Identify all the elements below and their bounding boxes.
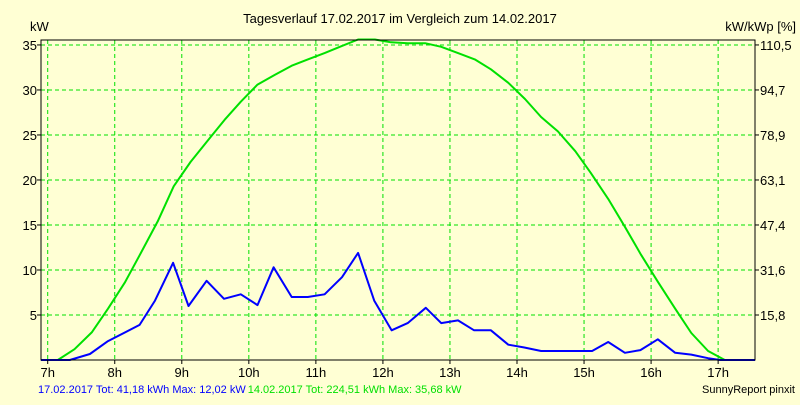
- x-tick-label: 15h: [573, 365, 595, 380]
- series-line-17.02.2017: [41, 251, 755, 361]
- y-right-tick-label: 47,4: [760, 218, 785, 233]
- x-tick-label: 11h: [306, 365, 327, 380]
- y-right-tick-label: 94,7: [760, 83, 785, 98]
- y-axis-label: kW: [30, 19, 50, 34]
- y-tick-label: 20: [23, 173, 37, 188]
- grid: [41, 40, 755, 360]
- y-right-tick-label: 31,6: [760, 263, 785, 278]
- y-right-tick-label: 110,5: [760, 38, 792, 53]
- credit: SunnyReport pinxit: [702, 384, 795, 396]
- x-tick-label: 17h: [707, 365, 729, 380]
- y-tick-label: 10: [23, 263, 37, 278]
- x-tick-label: 8h: [108, 365, 122, 380]
- x-tick-label: 12h: [372, 365, 394, 380]
- tick-labels: 7h 8h 9h 10h 11h 12h 13h 14h 15h 16h 17h 5 15,8 10 31,…: [23, 38, 792, 380]
- chart-title: Tagesverlauf 17.02.2017 im Vergleich zum…: [243, 11, 557, 26]
- series-line-14.02.2017: [41, 38, 755, 361]
- x-tick-label: 16h: [640, 365, 662, 380]
- y-right-tick-label: 78,9: [760, 128, 785, 143]
- x-tick-label: 14h: [506, 365, 528, 380]
- plot-frame: [40, 39, 756, 361]
- y-tick-label: 30: [23, 83, 37, 98]
- x-tick-label: 13h: [439, 365, 461, 380]
- legend-text-1: 17.02.2017 Tot: 41,18 kWh Max: 12,02 kW: [38, 384, 246, 396]
- y-tick-label: 15: [23, 218, 37, 233]
- y-tick-label: 5: [30, 308, 37, 323]
- y-tick-label: 35: [23, 38, 37, 53]
- series-lines: [41, 38, 755, 361]
- x-tick-label: 10h: [238, 365, 260, 380]
- y-right-tick-label: 63,1: [760, 173, 785, 188]
- y-right-tick-label: 15,8: [760, 308, 785, 323]
- y-right-axis-label: kW/kWp [%]: [725, 19, 796, 34]
- legend-series-1: 17.02.2017 Tot: 41,18 kWh Max: 12,02 kW 1…: [38, 384, 462, 396]
- x-tick-label: 7h: [40, 365, 54, 380]
- y-tick-label: 25: [23, 128, 37, 143]
- legend-text-2: 14.02.2017 Tot: 224,51 kWh Max: 35,68 kW: [248, 384, 462, 396]
- x-tick-label: 9h: [175, 365, 189, 380]
